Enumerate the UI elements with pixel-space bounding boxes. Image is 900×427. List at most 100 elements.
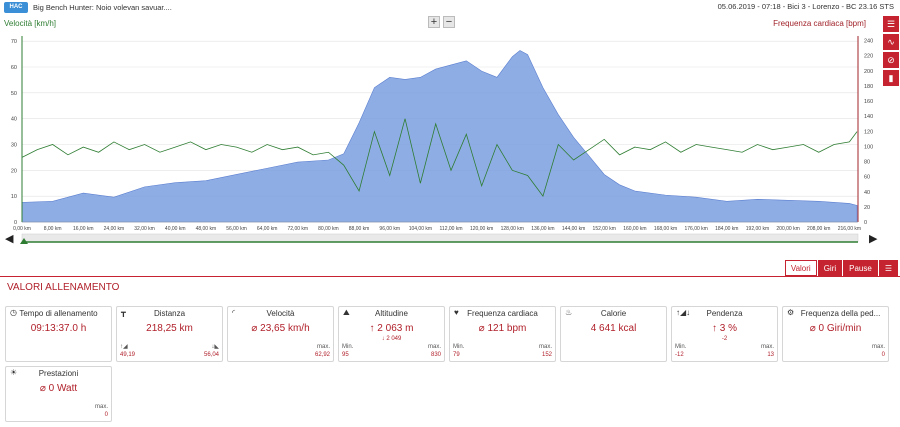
card-value: 09:13:37.0 h (30, 323, 87, 334)
left-tick-label: 0 (14, 220, 17, 226)
no-symbol-icon[interactable]: ⊘ (883, 52, 899, 68)
max-value: 152 (541, 352, 552, 358)
right-tick-label: 100 (864, 144, 873, 150)
card-title: Velocità (266, 309, 295, 318)
x-tick-label: 24,00 km (104, 226, 125, 232)
x-tick-label: 56,00 km (226, 226, 247, 232)
x-tick-label: 160,00 km (623, 226, 646, 232)
right-tick-label: 60 (864, 175, 870, 181)
x-tick-label: 104,00 km (409, 226, 432, 232)
x-tick-label: 40,00 km (165, 226, 186, 232)
x-tick-label: 152,00 km (593, 226, 616, 232)
pedal-icon: ⚙ (787, 308, 795, 317)
tab-giri[interactable]: Giri (817, 260, 843, 276)
tab-valori[interactable]: Valori (784, 260, 817, 276)
min-label: Min. (453, 344, 465, 350)
left-tick-label: 50 (11, 91, 17, 97)
zoom-in-button[interactable]: + (428, 16, 440, 28)
max-label: max. (760, 344, 774, 350)
x-tick-label: 192,00 km (746, 226, 769, 232)
left-tick-label: 60 (11, 65, 17, 71)
bulb-icon: ☀ (10, 368, 18, 377)
x-tick-label: 200,00 km (776, 226, 799, 232)
card-title: Prestazioni (38, 369, 79, 378)
card-title: Frequenza cardiaca (467, 309, 538, 318)
min-label: Min. (342, 344, 354, 350)
speedometer-icon: ◜ (232, 308, 236, 317)
max-label: max. (871, 344, 885, 350)
right-tick-label: 180 (864, 84, 873, 90)
x-tick-label: 176,00 km (684, 226, 707, 232)
chart-area[interactable]: 0 10 20 30 40 50 60 70 0 20 40 60 80 100 120 140 160 180 2… (0, 14, 900, 260)
left-tick-label: 10 (11, 194, 17, 200)
card-title: Tempo di allenamento (19, 309, 98, 318)
scroll-left-icon[interactable]: ◀ (5, 232, 14, 245)
x-tick-label: 96,00 km (379, 226, 400, 232)
card-slope: ↑◢↓ Pendenza ↑ 3 % -2 Min. -12 max. 13 (671, 306, 778, 362)
max-value: 0 (881, 352, 885, 358)
max-label: max. (427, 344, 441, 350)
right-tick-label: 220 (864, 54, 873, 60)
x-tick-label: 0,00 km (13, 226, 31, 232)
x-tick-label: 216,00 km (838, 226, 861, 232)
right-tick-label: 240 (864, 39, 873, 45)
zoom-out-button[interactable]: − (443, 16, 455, 28)
road-icon: ┳ (121, 308, 126, 317)
bar-chart-icon[interactable]: ▮ (883, 70, 899, 86)
workout-meta: 05.06.2019 - 07:18 - Bici 3 - Lorenzo - … (717, 2, 894, 11)
x-tick-label: 184,00 km (715, 226, 738, 232)
x-tick-label: 8,00 km (44, 226, 62, 232)
card-power: ☀ Prestazioni ⌀ 0 Watt max. 0 (5, 366, 112, 422)
downhill-icon: ↓◣ (211, 344, 219, 350)
top-bar: HAC Big Bench Hunter: Noio volevan savua… (0, 0, 900, 14)
right-tick-label: 40 (864, 190, 870, 196)
uphill-icon: ↑◢ (120, 344, 128, 350)
min-label: Min. (675, 344, 687, 350)
card-altitude: ⛰ Altitudine ↑ 2 063 m ↓ 2 049 Min. 95 m… (338, 306, 445, 362)
card-title: Distanza (153, 309, 186, 318)
line-chart-icon[interactable]: ∿ (883, 34, 899, 50)
card-value: ↑ 2 063 m (369, 323, 414, 334)
min-value: 79 (453, 352, 460, 358)
chart-svg[interactable]: 0 10 20 30 40 50 60 70 0 20 40 60 80 100 120 140 160 180 2… (0, 14, 900, 260)
card-value: 4 641 kcal (590, 323, 637, 334)
descent-value: ↓ 2 049 (381, 336, 402, 342)
list-icon[interactable]: ☰ (883, 16, 899, 32)
card-heart-rate: ♥ Frequenza cardiaca ⌀ 121 bpm Min. 79 m… (449, 306, 556, 362)
card-value: ⌀ 121 bpm (478, 323, 527, 334)
flame-icon: ♨ (565, 308, 573, 317)
tab-list[interactable]: ☰ (878, 260, 898, 276)
mountain-icon: ⛰ (343, 308, 350, 317)
right-axis-label: Frequenza cardiaca [bpm] (773, 19, 866, 28)
max-value: 62,92 (314, 352, 330, 358)
card-value: ⌀ 23,65 km/h (251, 323, 310, 334)
card-speed: ◜ Velocità ⌀ 23,65 km/h max. 62,92 (227, 306, 334, 362)
x-tick-label: 88,00 km (349, 226, 370, 232)
uphill-value: 49,19 (120, 352, 136, 358)
scrubber-handle-icon (20, 238, 28, 244)
slope-icon: ↑◢↓ (676, 308, 691, 317)
scroll-right-icon[interactable]: ▶ (869, 232, 878, 245)
max-label: max. (316, 344, 330, 350)
workout-title: Big Bench Hunter: Noio volevan savuar...… (33, 2, 172, 12)
x-tick-label: 72,00 km (288, 226, 309, 232)
left-tick-label: 30 (11, 143, 17, 149)
right-tick-label: 200 (864, 69, 873, 75)
right-tick-label: 0 (864, 220, 867, 226)
max-label: max. (538, 344, 552, 350)
card-cadence: ⚙ Frequenza della ped... ⌀ 0 Giri/min ma… (782, 306, 889, 362)
x-tick-label: 208,00 km (807, 226, 830, 232)
card-value: ⌀ 0 Watt (39, 383, 78, 394)
min-value: 95 (342, 352, 349, 358)
x-tick-label: 168,00 km (654, 226, 677, 232)
app-logo: HAC (4, 1, 28, 13)
card-title: Pendenza (706, 309, 743, 318)
tab-pause[interactable]: Pause (843, 260, 878, 276)
max-label: max. (94, 404, 108, 410)
downhill-value: 56,04 (203, 352, 219, 358)
min-value: -12 (675, 352, 684, 358)
max-value: 830 (430, 352, 441, 358)
right-tick-label: 160 (864, 99, 873, 105)
right-tick-label: 20 (864, 205, 870, 211)
card-distance: ┳ Distanza 218,25 km ↑◢ 49,19 ↓◣ 56,04 (116, 306, 223, 362)
